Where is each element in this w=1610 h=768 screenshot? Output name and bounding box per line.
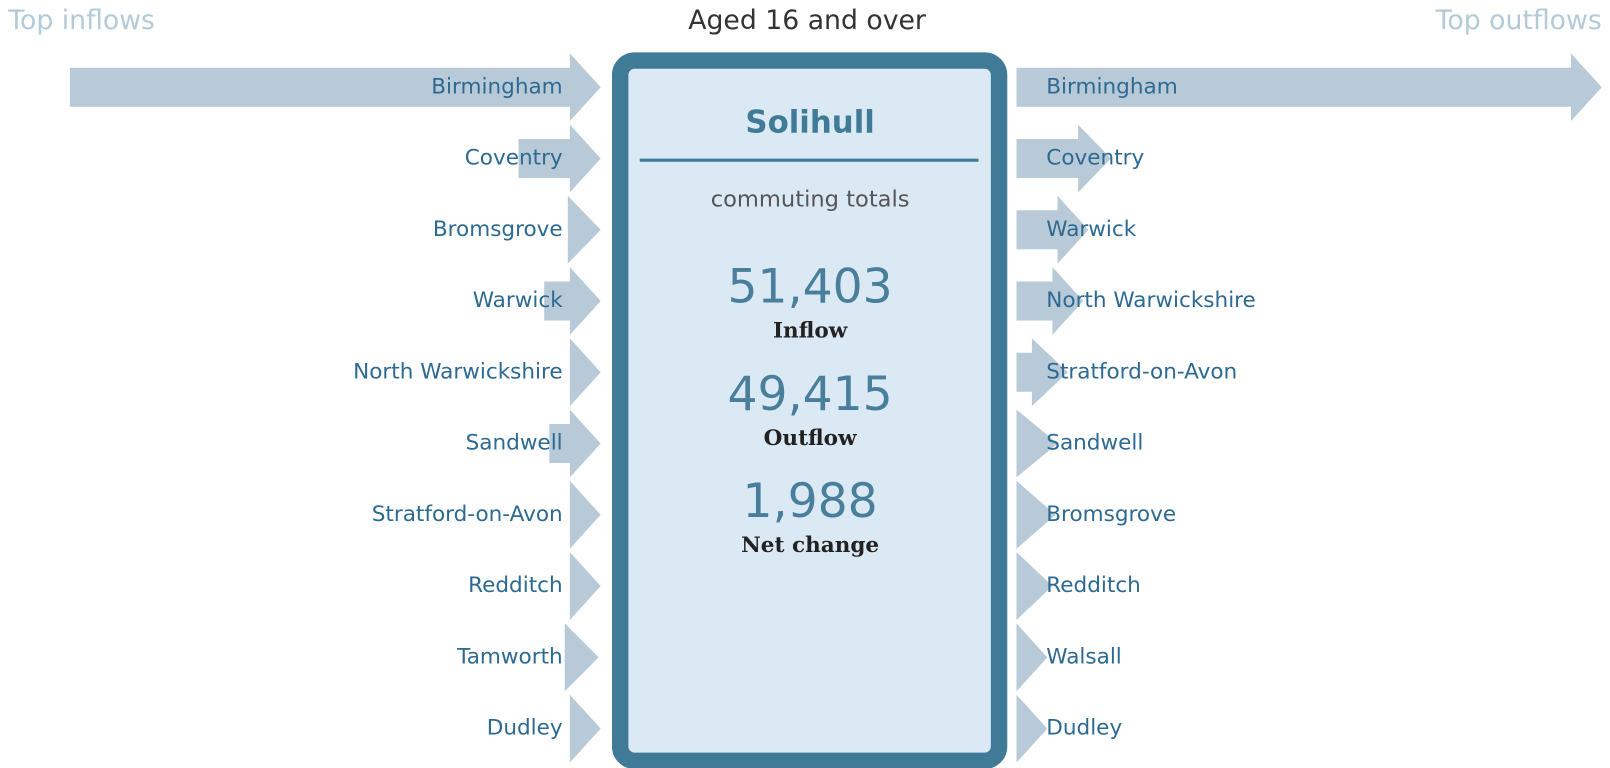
outflow-label: Stratford-on-Avon xyxy=(1046,359,1237,384)
labels: Birmingham Coventry Bromsgrove Warwick North… xyxy=(353,74,1256,740)
outflow-arrow xyxy=(1016,53,1602,122)
stat-label: Inflow xyxy=(773,319,848,344)
outflow-arrow xyxy=(1016,480,1056,549)
stat-label: Net change xyxy=(741,533,879,558)
outflow-label: Birmingham xyxy=(1046,74,1177,99)
inflow-label: Redditch xyxy=(468,573,563,598)
inflow-label: Bromsgrove xyxy=(433,217,563,242)
inflow-label: Coventry xyxy=(465,146,563,171)
right-title: Top outflows xyxy=(1435,5,1602,36)
outflow-arrow xyxy=(1016,267,1084,335)
inflow-arrow xyxy=(564,623,599,692)
left-title: Top inflows xyxy=(7,5,155,36)
outflow-arrow xyxy=(1016,694,1048,763)
inflow-arrow xyxy=(569,694,601,763)
outflow-label: Bromsgrove xyxy=(1046,502,1176,527)
inflow-label: Dudley xyxy=(487,716,563,741)
outflow-label: Sandwell xyxy=(1046,431,1143,456)
inflow-arrow xyxy=(569,338,601,407)
summary-panel xyxy=(611,52,1008,768)
outflow-arrow xyxy=(1016,195,1089,264)
stat-label: Outflow xyxy=(764,426,857,451)
inflow-arrow xyxy=(567,195,601,264)
inflow-label: Sandwell xyxy=(466,431,563,456)
inflow-label: Birmingham xyxy=(431,74,562,99)
stat-value: 51,403 xyxy=(728,260,893,315)
outflow-arrow xyxy=(1016,338,1068,407)
area-name: Solihull xyxy=(745,105,874,141)
outflow-arrow xyxy=(1016,623,1048,692)
outflow-label: Redditch xyxy=(1046,573,1141,598)
stat-value: 1,988 xyxy=(743,474,878,529)
inflow-label: Tamworth xyxy=(456,644,563,669)
panel-subtitle: commuting totals xyxy=(711,187,910,213)
outflow-label: North Warwickshire xyxy=(1046,288,1256,313)
outflow-label: Warwick xyxy=(1046,217,1136,242)
outflow-label: Coventry xyxy=(1046,146,1144,171)
inflow-label: North Warwickshire xyxy=(353,359,563,384)
center-title: Aged 16 and over xyxy=(688,5,926,36)
inflow-arrow xyxy=(69,53,601,122)
outflow-arrow xyxy=(1016,409,1058,478)
outflow-label: Dudley xyxy=(1046,716,1122,741)
inflow-arrow xyxy=(569,480,601,549)
outflow-arrow xyxy=(1016,552,1053,620)
stat-value: 49,415 xyxy=(728,367,893,422)
stats: 51,403 Inflow 49,415 Outflow 1,988 Net change xyxy=(728,260,893,559)
arrows xyxy=(69,53,1602,763)
outflow-arrow xyxy=(1016,124,1111,193)
inflow-label: Stratford-on-Avon xyxy=(372,502,563,527)
inflow-arrow xyxy=(569,552,601,620)
inflow-arrow xyxy=(544,267,601,335)
inflow-arrow xyxy=(518,124,601,193)
outflow-label: Walsall xyxy=(1046,644,1122,669)
inflow-arrow xyxy=(549,409,601,478)
inflow-label: Warwick xyxy=(473,288,563,313)
